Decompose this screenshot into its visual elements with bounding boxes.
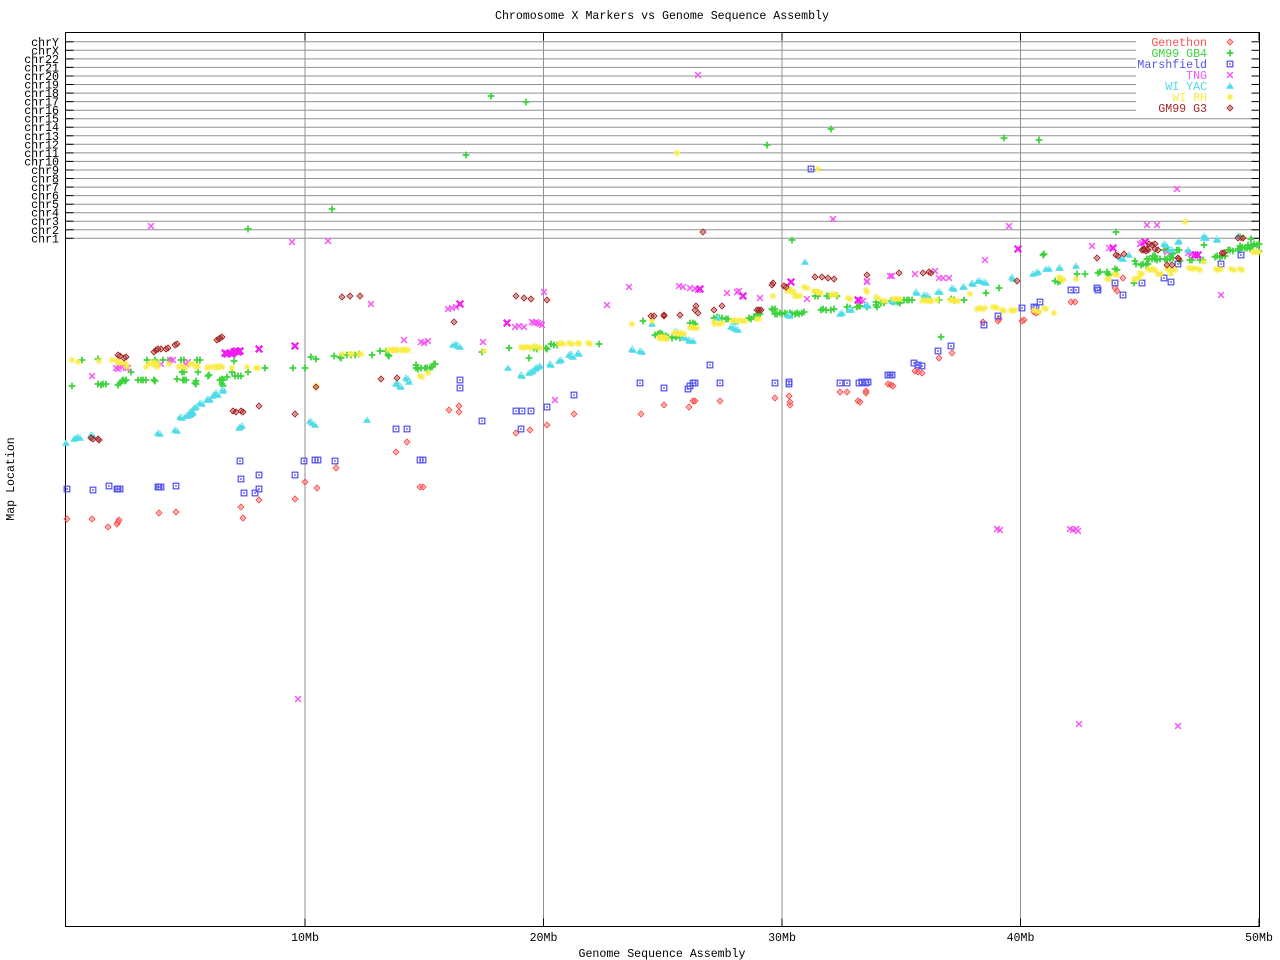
svg-text:WI YAC: WI YAC	[1165, 81, 1207, 94]
svg-text:chr2: chr2	[31, 225, 59, 238]
svg-text:GM99 G3: GM99 G3	[1158, 103, 1207, 116]
svg-text:chr3: chr3	[31, 216, 59, 229]
svg-text:chrY: chrY	[31, 37, 59, 50]
svg-text:Genethon: Genethon	[1151, 37, 1207, 50]
svg-text:chr13: chr13	[24, 131, 59, 144]
svg-text:TNG: TNG	[1186, 70, 1207, 83]
svg-text:chr10: chr10	[24, 156, 59, 169]
svg-text:WI RH: WI RH	[1172, 92, 1207, 105]
svg-text:Map Location: Map Location	[5, 437, 18, 521]
svg-text:30Mb: 30Mb	[768, 932, 796, 945]
svg-text:chr8: chr8	[31, 174, 59, 187]
svg-text:chr5: chr5	[31, 199, 59, 212]
svg-text:GM99 GB4: GM99 GB4	[1151, 48, 1207, 61]
svg-text:50Mb: 50Mb	[1245, 932, 1273, 945]
svg-text:chr16: chr16	[24, 105, 59, 118]
svg-text:chr15: chr15	[24, 114, 59, 127]
svg-text:chr21: chr21	[24, 62, 59, 75]
svg-text:chrX: chrX	[31, 45, 59, 58]
svg-text:chr4: chr4	[31, 208, 59, 221]
svg-text:chr7: chr7	[31, 182, 59, 195]
svg-text:Genome Sequence Assembly: Genome Sequence Assembly	[579, 948, 746, 960]
svg-text:Marshfield: Marshfield	[1137, 59, 1207, 72]
svg-text:10Mb: 10Mb	[291, 932, 319, 945]
svg-text:chr22: chr22	[24, 54, 59, 67]
svg-text:chr17: chr17	[24, 97, 59, 110]
svg-text:chr11: chr11	[24, 148, 59, 161]
svg-text:chr18: chr18	[24, 88, 59, 101]
svg-text:chr19: chr19	[24, 80, 59, 93]
svg-text:chr12: chr12	[24, 139, 59, 152]
svg-text:chr9: chr9	[31, 165, 59, 178]
svg-text:chr6: chr6	[31, 191, 59, 204]
svg-text:40Mb: 40Mb	[1007, 932, 1035, 945]
svg-text:chr14: chr14	[24, 122, 59, 135]
svg-text:Chromosome X Markers vs Genome: Chromosome X Markers vs Genome Sequence …	[495, 10, 829, 23]
svg-text:chr1: chr1	[31, 233, 59, 246]
svg-text:chr20: chr20	[24, 71, 59, 84]
svg-text:20Mb: 20Mb	[530, 932, 558, 945]
